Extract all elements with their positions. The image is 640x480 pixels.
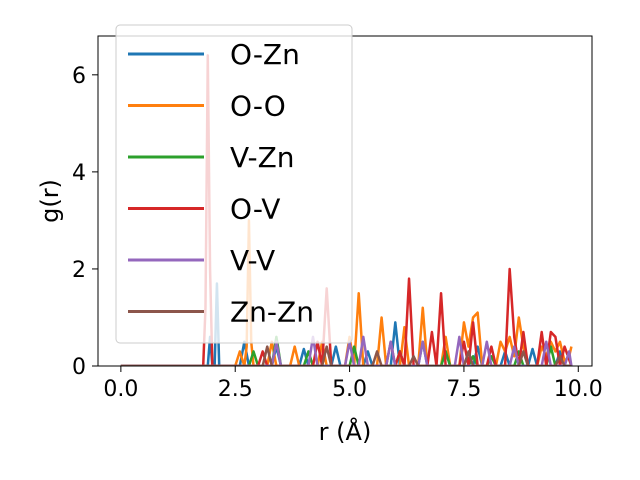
- legend-label-v-zn: V-Zn: [230, 141, 295, 174]
- series-layer: [120, 54, 573, 366]
- x-axis-ticks: 0.0 2.5 5.0 7.5 10.0: [103, 366, 603, 402]
- y-tick-label: 6: [72, 64, 86, 89]
- x-tick-label: 2.5: [218, 377, 253, 402]
- series-line-v-v: [120, 335, 573, 366]
- legend-label-o-zn: O-Zn: [230, 38, 300, 71]
- y-axis-ticks: 0 2 4 6: [72, 64, 98, 380]
- y-tick-label: 0: [72, 355, 86, 380]
- legend-label-v-v: V-V: [230, 244, 275, 277]
- y-axis-label: g(r): [36, 179, 64, 223]
- y-tick-label: 2: [72, 258, 86, 283]
- x-tick-label: 10.0: [554, 377, 603, 402]
- series-line-o-zn: [120, 282, 572, 366]
- legend-label-o-o: O-O: [230, 90, 286, 123]
- x-tick-label: 7.5: [446, 377, 481, 402]
- legend-items: O-Zn O-O V-Zn O-V V-V Zn-Zn: [128, 38, 314, 329]
- series-line-zn-zn: [120, 345, 572, 366]
- y-tick-label: 4: [72, 161, 86, 186]
- legend: O-Zn O-O V-Zn O-V V-V Zn-Zn: [115, 24, 353, 344]
- x-tick-label: 0.0: [103, 377, 138, 402]
- x-axis-label: r (Å): [319, 417, 372, 446]
- legend-label-zn-zn: Zn-Zn: [230, 296, 314, 329]
- series-line-o-v: [120, 54, 573, 366]
- legend-label-o-v: O-V: [230, 193, 280, 226]
- x-tick-label: 5.0: [332, 377, 367, 402]
